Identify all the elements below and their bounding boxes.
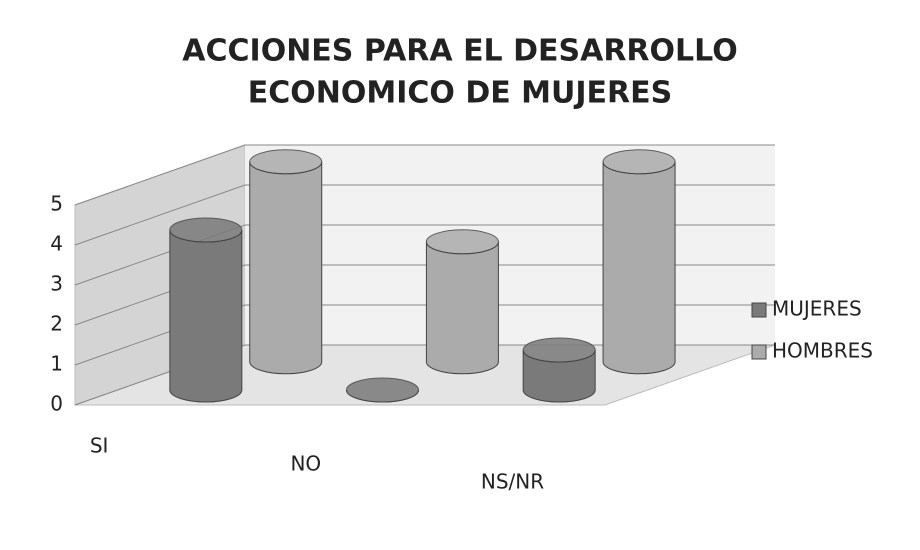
y-tick-label: 3 <box>50 272 63 296</box>
y-tick-label: 2 <box>50 312 63 336</box>
grid-line <box>74 184 775 246</box>
y-tick-label: 5 <box>50 192 63 216</box>
grid-line <box>74 264 775 326</box>
legend-label: MUJERES <box>772 297 862 321</box>
chart-title: ECONOMICO DE MUJERES <box>248 76 673 111</box>
grid-line <box>74 144 775 206</box>
cylinder-top <box>522 337 596 363</box>
cylinder <box>249 161 323 375</box>
y-tick-label: 4 <box>50 232 63 256</box>
cylinder <box>602 161 676 375</box>
grid-line <box>74 304 775 366</box>
back-wall <box>245 145 775 345</box>
legend-swatch <box>751 344 767 360</box>
x-tick-label: SI <box>90 434 109 458</box>
cylinder-top <box>425 229 499 255</box>
cylinder-top <box>602 149 676 175</box>
cylinder-top <box>249 149 323 175</box>
grid-line <box>74 224 775 286</box>
x-tick-label: NS/NR <box>481 470 544 494</box>
chart-title: ACCIONES PARA EL DESARROLLO <box>182 34 737 69</box>
cylinder <box>425 241 499 375</box>
legend-swatch <box>751 302 767 318</box>
cylinder-top <box>169 217 243 243</box>
y-tick-label: 0 <box>50 392 63 416</box>
x-tick-label: NO <box>290 452 321 476</box>
cylinder <box>169 229 243 403</box>
legend-label: HOMBRES <box>772 339 873 363</box>
grid-line <box>74 344 775 406</box>
y-tick-label: 1 <box>50 352 63 376</box>
cylinder-top <box>346 377 419 403</box>
